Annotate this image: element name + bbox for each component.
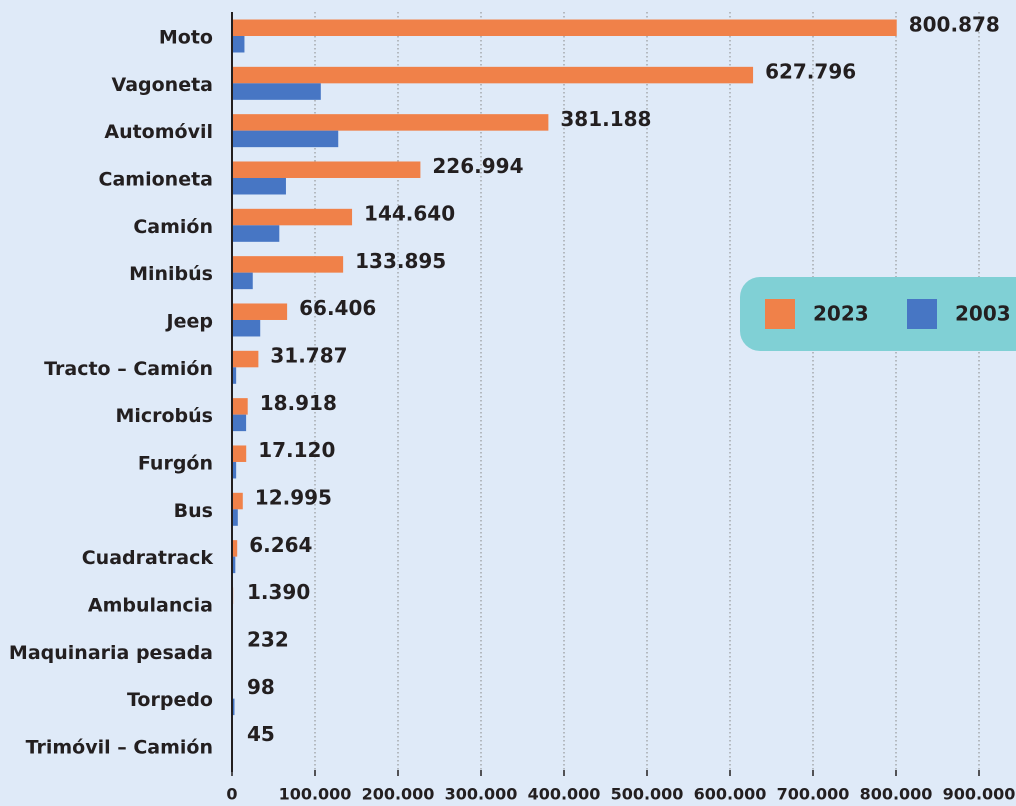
bar (232, 161, 421, 178)
y-tick-label: Minibús (129, 263, 213, 285)
bar (232, 398, 248, 415)
value-label: 232 (247, 628, 289, 652)
x-tick-label: 100.000 (279, 785, 352, 804)
y-tick-label: Camión (133, 216, 213, 238)
bar (232, 367, 237, 384)
bar (232, 698, 235, 716)
value-label: 800.878 (909, 12, 1000, 36)
bar (232, 350, 259, 368)
bar (232, 36, 245, 53)
value-label: 12.995 (255, 486, 332, 510)
legend-label: 2003 (955, 302, 1011, 326)
bar (232, 509, 238, 526)
y-tick-label: Camioneta (99, 168, 213, 190)
y-tick-label: Vagoneta (112, 74, 213, 96)
bar (232, 208, 353, 226)
value-label: 6.264 (249, 533, 312, 557)
bar (232, 461, 237, 479)
x-tick-label: 800.000 (860, 785, 933, 804)
bar (232, 319, 261, 337)
y-tick-label: Furgón (138, 452, 213, 474)
x-tick-label: 200.000 (362, 785, 435, 804)
bar (232, 540, 238, 557)
x-tick-label: 600.000 (694, 785, 767, 804)
bar (232, 445, 247, 462)
x-tick-label: 500.000 (611, 785, 684, 804)
y-tick-label: Automóvil (104, 121, 213, 143)
y-tick-label: Ambulancia (88, 594, 213, 616)
value-label: 133.895 (355, 249, 446, 273)
value-label: 31.787 (270, 344, 347, 368)
legend-swatch (765, 299, 795, 329)
bar (232, 83, 321, 100)
legend-box (740, 277, 1016, 351)
bar (232, 66, 754, 84)
x-tick-label: 400.000 (528, 785, 601, 804)
bar (232, 19, 897, 36)
value-label: 18.918 (260, 391, 337, 415)
legend-swatch (907, 299, 937, 329)
x-tick-label: 300.000 (445, 785, 518, 804)
bar (232, 114, 549, 131)
y-tick-label: Torpedo (127, 689, 213, 711)
y-tick-label: Tracto – Camión (44, 358, 213, 380)
x-tick-label: 900.000 (943, 785, 1016, 804)
value-label: 381.188 (560, 107, 651, 131)
y-tick-label: Trimóvil – Camión (26, 736, 213, 758)
y-tick-label: Bus (174, 500, 213, 522)
bar (232, 303, 288, 320)
value-label: 226.994 (432, 154, 523, 178)
value-label: 1.390 (247, 580, 310, 604)
value-label: 17.120 (258, 438, 335, 462)
x-tick-label: 700.000 (777, 785, 850, 804)
value-label: 627.796 (765, 60, 856, 84)
bar (232, 256, 344, 273)
y-tick-label: Maquinaria pesada (9, 642, 213, 664)
bar (232, 272, 253, 290)
y-tick-label: Microbús (115, 405, 213, 427)
bar (232, 556, 236, 574)
bar (232, 414, 247, 432)
value-label: 144.640 (364, 202, 455, 226)
value-label: 98 (247, 675, 275, 699)
bar (232, 177, 286, 195)
y-tick-label: Cuadratrack (82, 547, 214, 569)
x-tick-label: 0 (226, 785, 237, 804)
legend-label: 2023 (813, 302, 869, 326)
y-tick-label: Moto (159, 27, 213, 49)
bar (232, 130, 339, 148)
bar (232, 225, 280, 242)
value-label: 45 (247, 722, 275, 746)
bar (232, 492, 243, 510)
y-tick-label: Jeep (165, 310, 213, 332)
value-label: 66.406 (299, 296, 376, 320)
